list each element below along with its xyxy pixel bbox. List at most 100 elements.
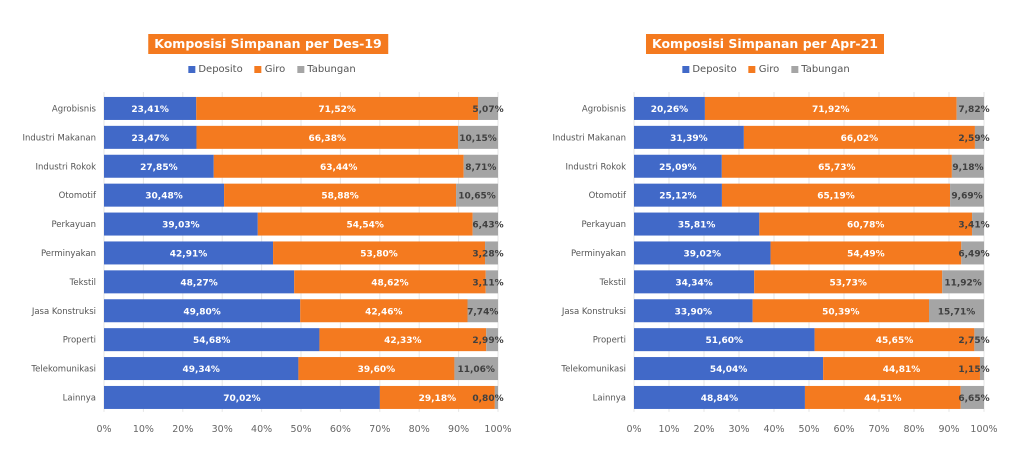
bar-segment-tabungan (979, 357, 984, 381)
bar-segment-tabungan (494, 385, 498, 409)
x-tick-label: 0% (96, 424, 111, 435)
category-label: Jasa Konstruksi (561, 307, 626, 317)
x-tick-label: 0% (626, 424, 641, 435)
data-label-deposito: 20,26% (651, 105, 689, 115)
bar-segment-tabungan (472, 212, 498, 236)
data-label-giro: 54,54% (346, 221, 384, 231)
bar-segment-deposito (634, 357, 824, 381)
bar-segment-giro (273, 241, 486, 265)
legend-label: Tabungan (801, 64, 850, 75)
chart-des-19: Komposisi Simpanan per Des-19 Deposito G… (22, 34, 512, 435)
data-label-giro: 71,92% (812, 105, 850, 115)
data-label-tabungan: 6,49% (958, 249, 989, 259)
data-label-tabungan: 7,82% (958, 105, 989, 115)
data-label-giro: 65,19% (817, 192, 855, 202)
bar-segment-tabungan (463, 154, 498, 178)
bar-segment-tabungan (972, 212, 984, 236)
category-label: Perkayuan (581, 220, 626, 230)
legend-item-tabungan: Tabungan (297, 64, 356, 75)
x-tick-label: 100% (484, 424, 511, 435)
x-tick-label: 10% (658, 424, 679, 435)
bar-segment-deposito (634, 125, 744, 149)
data-label-giro: 63,44% (320, 163, 358, 173)
bar-segment-giro (294, 270, 486, 294)
bar-segment-giro (752, 299, 930, 323)
bar-segment-deposito (104, 183, 225, 207)
bar-segment-tabungan (486, 328, 498, 352)
data-label-deposito: 27,85% (140, 163, 178, 173)
x-tick-label: 90% (938, 424, 959, 435)
legend-swatch-giro (748, 66, 756, 73)
category-label: Properti (593, 336, 626, 346)
data-label-tabungan: 10,65% (458, 192, 496, 202)
legend-label: Giro (758, 64, 780, 75)
x-tick-label: 10% (133, 424, 154, 435)
category-label: Perminyakan (571, 249, 626, 259)
bar-segment-giro (379, 385, 495, 409)
x-tick-label: 40% (763, 424, 784, 435)
bar-segment-giro (257, 212, 473, 236)
bar-segment-deposito (104, 357, 299, 381)
category-label: Telekomunikasi (30, 365, 96, 375)
bar-segment-deposito (634, 299, 753, 323)
bar-segment-giro (804, 385, 961, 409)
data-label-deposito: 49,34% (182, 365, 220, 375)
data-label-deposito: 54,04% (710, 365, 748, 375)
data-label-tabungan: 3,28% (472, 249, 503, 259)
data-label-deposito: 48,84% (701, 394, 739, 404)
bar-segment-giro (300, 299, 468, 323)
data-label-deposito: 33,90% (675, 307, 713, 317)
bar-segment-tabungan (974, 125, 984, 149)
plot-area: 0% 10% 20% 30% 40% 50% 60% 70% 80% 90% 100% Agrobis… (552, 92, 998, 435)
bar-segment-deposito (104, 212, 258, 236)
data-label-tabungan: 11,92% (944, 278, 982, 288)
x-tick-label: 90% (448, 424, 469, 435)
category-label: Industri Rokok (36, 162, 97, 172)
legend-label: Tabungan (307, 64, 356, 75)
bar-segment-deposito (104, 299, 301, 323)
data-label-deposito: 31,39% (670, 134, 708, 144)
bar-segment-tabungan (485, 270, 498, 294)
category-label: Agrobisnis (582, 104, 627, 114)
data-label-tabungan: 15,71% (938, 307, 976, 317)
bar-segment-deposito (634, 96, 705, 120)
data-label-tabungan: 3,11% (472, 278, 503, 288)
category-label: Industri Rokok (566, 162, 627, 172)
bar-segment-deposito (634, 212, 760, 236)
legend-item-giro: Giro (254, 64, 285, 75)
category-label: Lainnya (593, 393, 626, 403)
x-tick-label: 80% (409, 424, 430, 435)
bar-segment-giro (814, 328, 975, 352)
data-label-deposito: 42,91% (170, 249, 208, 259)
x-tick-label: 30% (728, 424, 749, 435)
data-label-deposito: 23,47% (131, 134, 169, 144)
data-label-deposito: 35,81% (678, 221, 716, 231)
category-label: Perminyakan (41, 249, 96, 259)
category-label: Tekstil (69, 278, 96, 288)
x-tick-label: 60% (330, 424, 351, 435)
data-label-deposito: 70,02% (223, 394, 261, 404)
bar-segment-giro (196, 125, 459, 149)
category-label: Otomotif (59, 191, 97, 201)
chart-title: Komposisi Simpanan per Des-19 (148, 34, 388, 54)
data-label-tabungan: 5,07% (472, 105, 503, 115)
data-label-tabungan: 3,41% (958, 221, 989, 231)
data-label-tabungan: 6,65% (958, 394, 989, 404)
category-label: Tekstil (599, 278, 626, 288)
category-label: Agrobisnis (52, 104, 97, 114)
x-tick-label: 60% (833, 424, 854, 435)
legend-swatch-deposito (682, 66, 690, 73)
bar-segment-giro (298, 357, 455, 381)
x-tick-label: 30% (212, 424, 233, 435)
category-label: Lainnya (63, 393, 96, 403)
data-label-giro: 58,88% (321, 192, 359, 202)
bar-segment-tabungan (454, 357, 498, 381)
bar-segment-tabungan (960, 385, 984, 409)
legend-label: Deposito (198, 64, 243, 75)
legend-swatch-tabungan (297, 66, 305, 73)
x-tick-label: 50% (798, 424, 819, 435)
data-label-deposito: 48,27% (180, 278, 218, 288)
bar-segment-giro (704, 96, 957, 120)
data-label-deposito: 25,12% (659, 192, 697, 202)
data-label-tabungan: 9,69% (951, 192, 982, 202)
